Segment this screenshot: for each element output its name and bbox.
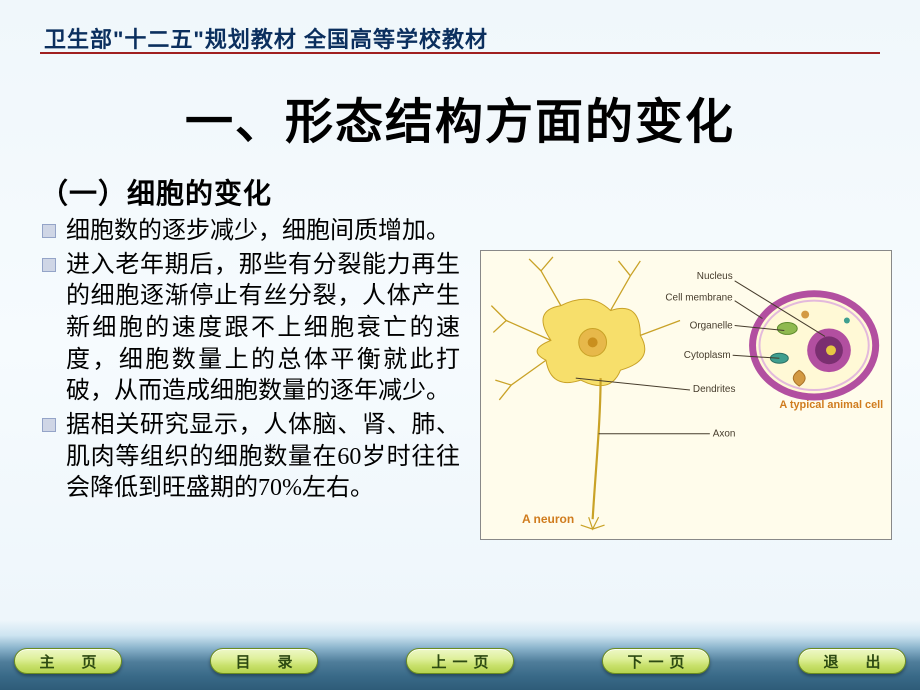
bullet-square-icon	[42, 418, 56, 432]
section-title: （一）细胞的变化	[40, 172, 272, 212]
list-item: 进入老年期后，那些有分裂能力再生的细胞逐渐停止有丝分裂，人体产生新细胞的速度跟不…	[42, 250, 460, 408]
header-text: 卫生部"十二五"规划教材 全国高等学校教材	[44, 22, 488, 54]
prev-button[interactable]: 上一页	[406, 648, 514, 674]
bottom-nav: 主 页 目 录 上一页 下一页 退 出	[0, 620, 920, 690]
next-button[interactable]: 下一页	[602, 648, 710, 674]
bullet-square-icon	[42, 224, 56, 238]
label-axon: Axon	[713, 429, 736, 440]
bullet-text: 进入老年期后，那些有分裂能力再生的细胞逐渐停止有丝分裂，人体产生新细胞的速度跟不…	[66, 250, 460, 408]
label-cytoplasm: Cytoplasm	[684, 350, 731, 361]
nav-buttons: 主 页 目 录 上一页 下一页 退 出	[0, 648, 920, 674]
bullet-text: 细胞数的逐步减少，细胞间质增加。	[66, 216, 460, 248]
bullet-list: 细胞数的逐步减少，细胞间质增加。 进入老年期后，那些有分裂能力再生的细胞逐渐停止…	[42, 216, 460, 507]
label-dendrites: Dendrites	[693, 384, 736, 395]
cell-diagram: Nucleus Cell membrane Organelle Cytoplas…	[480, 250, 892, 540]
bullet-square-icon	[42, 258, 56, 272]
label-cell-membrane: Cell membrane	[665, 293, 733, 304]
animal-cell-shape	[753, 294, 876, 397]
header-rule	[40, 52, 880, 54]
list-item: 细胞数的逐步减少，细胞间质增加。	[42, 216, 460, 248]
label-organelle: Organelle	[690, 320, 734, 331]
bullet-text: 据相关研究显示，人体脑、肾、肺、肌肉等组织的细胞数量在60岁时往往会降低到旺盛期…	[66, 410, 460, 505]
exit-button[interactable]: 退 出	[798, 648, 906, 674]
label-nucleus: Nucleus	[697, 271, 733, 282]
animal-cell-caption: A typical animal cell	[779, 399, 883, 411]
neuron-caption: A neuron	[522, 512, 574, 526]
page-title: 一、形态结构方面的变化	[0, 82, 920, 152]
home-button[interactable]: 主 页	[14, 648, 122, 674]
toc-button[interactable]: 目 录	[210, 648, 318, 674]
list-item: 据相关研究显示，人体脑、肾、肺、肌肉等组织的细胞数量在60岁时往往会降低到旺盛期…	[42, 410, 460, 505]
